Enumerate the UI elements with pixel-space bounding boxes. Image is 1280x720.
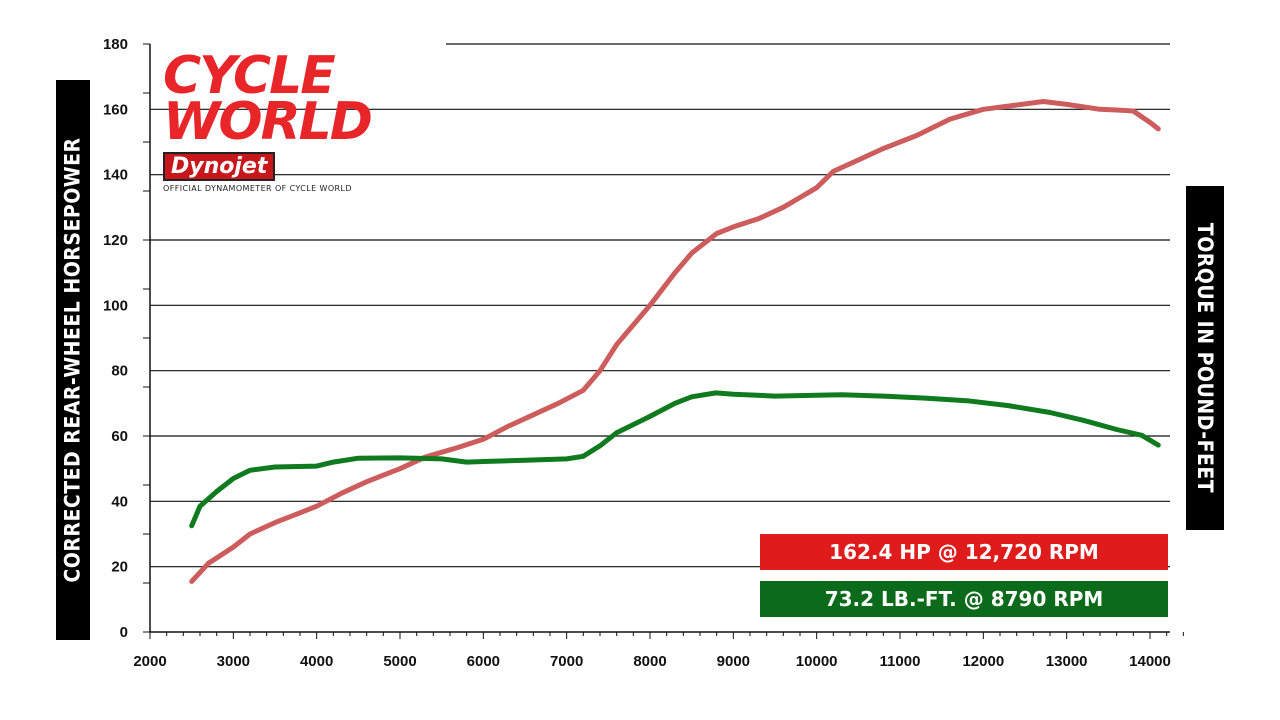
right-axis-label: TORQUE IN POUND-FEET	[1186, 186, 1224, 530]
torque-line	[189, 390, 1161, 529]
y-tick-label: 40	[111, 493, 128, 510]
x-tick-label: 10000	[796, 653, 838, 670]
x-tick-label: 3000	[217, 653, 250, 670]
x-tick-label: 12000	[962, 653, 1004, 670]
dynojet-logo: Dynojet	[163, 151, 276, 181]
y-tick-label: 20	[111, 559, 128, 576]
x-tick-label: 7000	[550, 653, 583, 670]
y-tick-labels: 0 20 40 60 80 100 120 140 160 180	[103, 36, 128, 641]
y-tick-label: 60	[111, 428, 128, 445]
y-tick-label: 180	[103, 36, 128, 53]
left-axis-label-text: CORRECTED REAR-WHEEL HORSEPOWER	[61, 137, 85, 583]
y-tick-label: 100	[103, 297, 128, 314]
x-tick-label: 6000	[467, 653, 500, 670]
axes	[143, 43, 1184, 639]
x-tick-label: 9000	[717, 653, 750, 670]
x-tick-label: 2000	[133, 653, 166, 670]
x-tick-label: 8000	[633, 653, 666, 670]
cycle-world-logo: CYCLE WORLD Dynojet OFFICIAL DYNAMOMETER…	[163, 46, 438, 193]
x-tick-label: 14000	[1129, 653, 1171, 670]
right-axis-label-text: TORQUE IN POUND-FEET	[1193, 222, 1218, 494]
logo-line2: WORLD	[163, 91, 373, 152]
y-tick-label: 0	[120, 624, 128, 641]
x-tick-label: 4000	[300, 653, 333, 670]
y-tick-label: 140	[103, 167, 128, 184]
y-tick-label: 160	[103, 101, 128, 118]
x-tick-label: 13000	[1046, 653, 1088, 670]
horsepower-line	[189, 99, 1161, 584]
y-tick-label: 80	[111, 363, 128, 380]
y-tick-label: 120	[103, 232, 128, 249]
logo-line1: CYCLE	[163, 46, 336, 106]
left-axis-label: CORRECTED REAR-WHEEL HORSEPOWER	[56, 80, 90, 640]
series-group	[189, 99, 1161, 584]
peak-horsepower-badge: 162.4 HP @ 12,720 RPM	[760, 534, 1168, 570]
gridlines	[150, 43, 1170, 568]
peak-torque-badge: 73.2 LB.-FT. @ 8790 RPM	[760, 581, 1168, 617]
x-tick-label: 11000	[880, 653, 921, 670]
x-tick-label: 5000	[383, 653, 416, 670]
logo-tagline: OFFICIAL DYNAMOMETER OF CYCLE WORLD	[163, 183, 352, 193]
x-tick-labels: 2000 3000 4000 5000 6000 7000 8000 9000 10000 110…	[133, 653, 1171, 670]
